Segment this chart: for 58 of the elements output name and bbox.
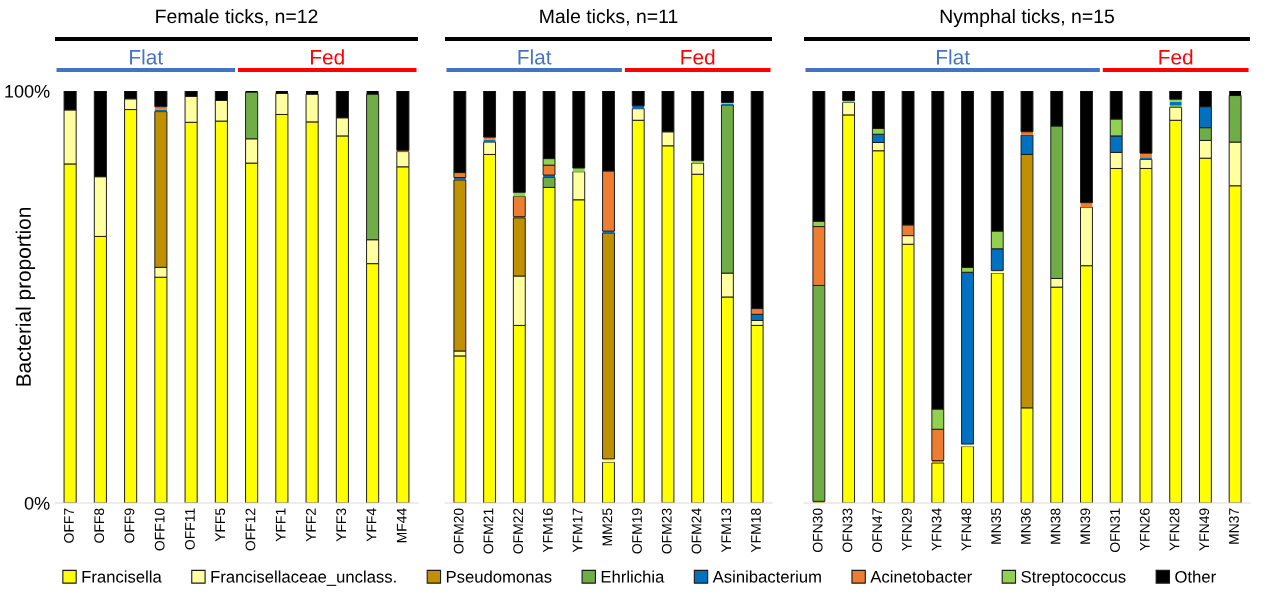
text: Flat (937, 49, 970, 65)
y-tick-label: 100% (5, 84, 50, 98)
y-tick-label: 0% (24, 496, 50, 510)
text: Fed (311, 49, 344, 65)
x-tick-label: OFN31 (1110, 508, 1120, 552)
y-axis-title: Bacterial proportion (15, 208, 36, 386)
legend-label: Ehrlichia (601, 570, 665, 583)
x-tick-label: MN37 (1229, 508, 1239, 544)
chart-title: Male ticks, n=11 (540, 8, 678, 26)
x-tick-label: YFM18 (751, 508, 761, 553)
chart-title: Female ticks, n=12 (156, 8, 318, 26)
x-tick-label: YFN28 (1169, 508, 1180, 551)
text: Fed (1159, 49, 1193, 65)
x-tick-label: OFF11 (185, 508, 195, 550)
x-tick-label: OFF10 (154, 508, 165, 551)
x-tick-label: YFF4 (366, 508, 377, 542)
legend-label: Francisella (82, 570, 162, 583)
x-tick-label: YFF3 (336, 508, 347, 542)
x-tick-label: OFM20 (453, 508, 464, 554)
x-tick-label: OFF8 (94, 508, 105, 543)
text: Flat (130, 49, 163, 65)
x-tick-label: YFN34 (931, 508, 942, 551)
x-tick-label: OFN30 (812, 508, 823, 552)
x-tick-label: OFM23 (661, 508, 672, 554)
legend-label: Pseudomonas (446, 570, 552, 583)
x-tick-label: OFF9 (124, 508, 135, 543)
legend-label: Other (1175, 570, 1216, 583)
x-tick-label: YFN29 (901, 508, 912, 551)
x-tick-label: OFM22 (513, 508, 524, 554)
text: Flat (518, 49, 552, 65)
x-tick-label: OFM24 (691, 508, 702, 554)
x-tick-label: YFM13 (721, 508, 732, 553)
x-tick-label: MN38 (1050, 508, 1061, 544)
x-tick-label: OFF12 (245, 508, 256, 551)
x-tick-label: MF44 (396, 508, 407, 543)
x-tick-label: OFF7 (64, 508, 74, 543)
legend-label: Francisellaceae_unclass. (211, 570, 396, 586)
x-tick-label: YFM17 (572, 508, 583, 553)
x-tick-label: MM25 (602, 508, 613, 546)
x-tick-label: MN35 (991, 508, 1001, 544)
x-tick-label: YFF1 (275, 508, 286, 542)
legend-label: Streptococcus (1021, 570, 1126, 586)
x-tick-label: OFM19 (632, 508, 642, 554)
x-tick-label: YFN26 (1139, 508, 1150, 551)
x-tick-label: YFN48 (961, 508, 972, 551)
x-tick-label: OFN33 (842, 508, 853, 552)
chart-title: Nymphal ticks, n=15 (940, 8, 1114, 28)
x-tick-label: YFF5 (215, 508, 226, 542)
x-tick-label: YFM16 (542, 508, 553, 553)
x-tick-label: OFM21 (483, 508, 494, 554)
x-tick-label: YFN49 (1199, 508, 1210, 551)
text: Fed (681, 49, 715, 65)
legend-label: Acinetobacter (870, 570, 972, 583)
legend-label: Asinibacterium (712, 570, 821, 583)
x-tick-label: MN36 (1020, 508, 1031, 544)
x-tick-label: MN39 (1080, 508, 1091, 544)
x-tick-label: OFN47 (872, 508, 883, 552)
x-tick-label: YFF2 (306, 508, 316, 542)
